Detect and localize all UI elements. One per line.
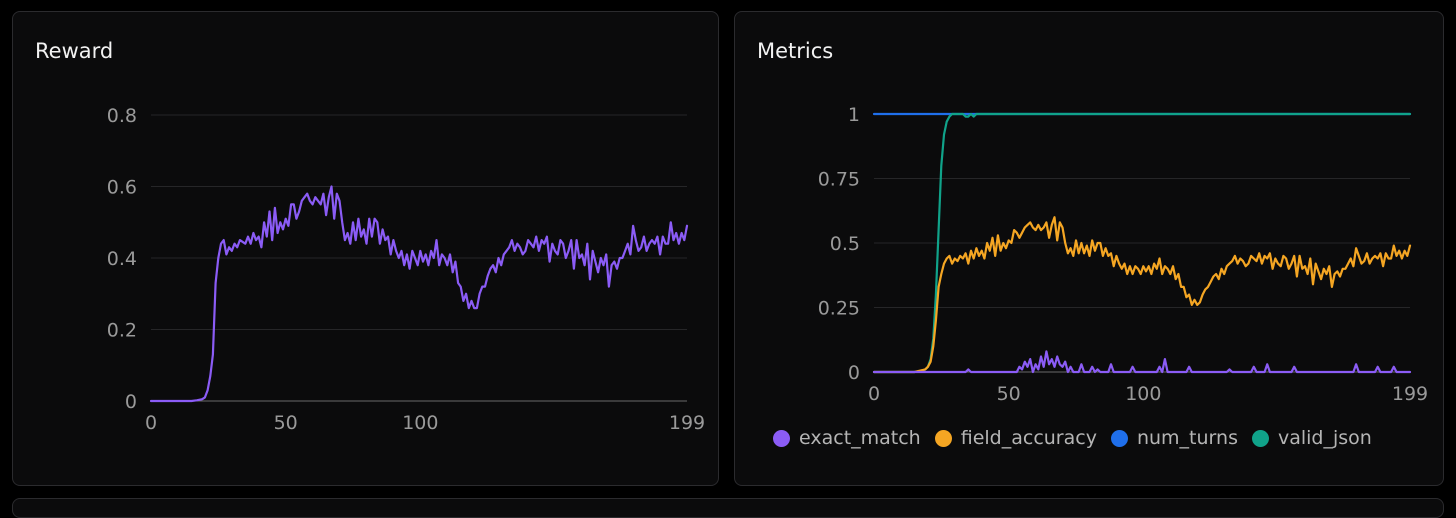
- legend-label: field_accuracy: [960, 427, 1097, 449]
- metrics-legend: exact_match field_accuracy num_turns valid_…: [773, 427, 1372, 449]
- reward-panel: Reward 0 0.2 0.4 0.6 0.8 0 50 100 199: [12, 11, 719, 486]
- reward-chart-title: Reward: [35, 39, 114, 63]
- metrics-y-tick-label: 0.5: [830, 233, 860, 255]
- reward-x-tick-label: 50: [274, 412, 298, 434]
- metrics-line-chart: 0 0.25 0.5 0.75 1 0 50 100 199: [818, 104, 1428, 405]
- metrics-y-tick-label: 0.25: [818, 298, 860, 320]
- legend-item-num-turns[interactable]: num_turns: [1110, 427, 1238, 449]
- metrics-y-tick-label: 1: [848, 104, 860, 126]
- reward-x-tick-label: 0: [145, 412, 157, 434]
- legend-item-exact-match[interactable]: exact_match: [773, 427, 921, 449]
- reward-y-tick-label: 0: [125, 391, 137, 413]
- reward-series-line-0: [149, 185, 689, 403]
- reward-y-tick-label: 0.4: [107, 248, 137, 270]
- legend-label: valid_json: [1277, 427, 1372, 449]
- legend-dot-icon: [934, 429, 952, 447]
- metrics-y-tick-label: 0: [848, 362, 860, 384]
- reward-x-tick-label: 100: [402, 412, 438, 434]
- reward-x-tick-label: 199: [669, 412, 705, 434]
- legend-dot-icon: [1110, 429, 1128, 447]
- legend-label: num_turns: [1136, 427, 1238, 449]
- legend-item-field-accuracy[interactable]: field_accuracy: [934, 427, 1097, 449]
- metrics-y-tick-label: 0.75: [818, 169, 860, 191]
- metrics-x-tick-label: 199: [1392, 383, 1428, 405]
- metrics-x-tick-label: 100: [1125, 383, 1161, 405]
- legend-dot-icon: [773, 429, 790, 447]
- metrics-x-tick-label: 0: [868, 383, 880, 405]
- legend-label: exact_match: [799, 427, 921, 449]
- reward-line-chart: 0 0.2 0.4 0.6 0.8 0 50 100 199: [107, 105, 705, 434]
- next-panel-edge: [12, 498, 1444, 518]
- metrics-panel: Metrics 0 0.25 0.5 0.75 1 0 50 100 199 exact_mat…: [734, 11, 1444, 486]
- metrics-chart-title: Metrics: [757, 39, 834, 63]
- legend-item-valid-json[interactable]: valid_json: [1251, 427, 1372, 449]
- reward-y-tick-label: 0.8: [107, 105, 137, 127]
- metrics-series-line-exact-match: [872, 350, 1412, 374]
- metrics-x-tick-label: 50: [997, 383, 1021, 405]
- legend-dot-icon: [1251, 429, 1269, 447]
- metrics-series-line-field-accuracy: [872, 216, 1412, 374]
- reward-y-tick-label: 0.6: [107, 177, 137, 199]
- reward-y-tick-label: 0.2: [107, 320, 137, 342]
